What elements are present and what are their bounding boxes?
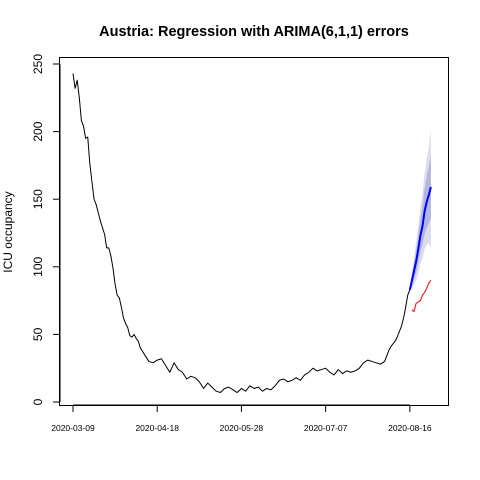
y-tick-label: 250 [31, 54, 45, 74]
y-axis: 0 50 100 150 200 250 [31, 54, 61, 405]
series-lines [72, 73, 432, 394]
y-tick-label: 100 [31, 256, 45, 276]
y-tick-label: 200 [31, 121, 45, 141]
y-tick-label: 0 [31, 398, 45, 405]
actual-line [411, 280, 432, 312]
x-tick-label: 2020-07-07 [304, 423, 348, 433]
x-tick-label: 2020-05-28 [220, 423, 264, 433]
x-tick-label: 2020-03-09 [51, 423, 95, 433]
observed-line [72, 73, 411, 394]
plot-frame [59, 57, 449, 406]
prediction-interval-95 [409, 128, 431, 290]
y-tick-label: 50 [31, 327, 45, 341]
x-tick-label: 2020-08-16 [388, 423, 432, 433]
prediction-interval-80 [409, 155, 431, 290]
chart-title: Austria: Regression with ARIMA(6,1,1) er… [99, 24, 409, 40]
prediction-intervals [409, 128, 431, 290]
y-axis-label: ICU occupancy [1, 191, 15, 272]
y-tick-label: 150 [31, 189, 45, 209]
x-axis: 2020-03-09 2020-04-18 2020-05-28 2020-07-07… [51, 404, 432, 433]
x-tick-label: 2020-04-18 [135, 423, 179, 433]
forecast-line [408, 186, 432, 291]
